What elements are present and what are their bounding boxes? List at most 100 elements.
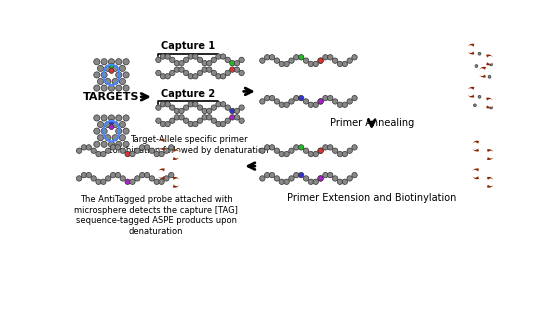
Circle shape — [486, 56, 494, 64]
Circle shape — [109, 85, 114, 91]
Circle shape — [174, 60, 180, 66]
Circle shape — [115, 145, 120, 150]
Circle shape — [160, 102, 166, 107]
Circle shape — [211, 70, 217, 76]
Circle shape — [337, 179, 343, 185]
Circle shape — [197, 105, 203, 110]
Circle shape — [116, 115, 122, 121]
Circle shape — [211, 118, 217, 124]
Circle shape — [342, 179, 348, 185]
Circle shape — [264, 172, 270, 178]
Circle shape — [156, 105, 161, 110]
Circle shape — [318, 99, 323, 104]
Circle shape — [318, 58, 323, 63]
Circle shape — [279, 151, 284, 157]
Circle shape — [179, 60, 184, 66]
Circle shape — [159, 151, 164, 157]
Circle shape — [318, 176, 323, 181]
Circle shape — [284, 151, 290, 157]
Circle shape — [342, 61, 348, 67]
Circle shape — [488, 75, 491, 78]
Circle shape — [308, 102, 314, 108]
Circle shape — [284, 179, 290, 185]
Circle shape — [184, 70, 189, 76]
Circle shape — [323, 95, 328, 101]
Circle shape — [112, 122, 118, 127]
Circle shape — [337, 102, 343, 108]
Circle shape — [120, 148, 125, 153]
Circle shape — [86, 145, 91, 150]
Circle shape — [234, 67, 240, 72]
Circle shape — [156, 57, 161, 62]
Circle shape — [230, 60, 235, 66]
Wedge shape — [172, 177, 180, 188]
Circle shape — [116, 128, 122, 134]
Circle shape — [116, 59, 122, 65]
Circle shape — [97, 78, 104, 85]
Circle shape — [269, 95, 275, 101]
Circle shape — [221, 121, 226, 127]
Circle shape — [202, 60, 207, 66]
Circle shape — [97, 65, 104, 71]
Circle shape — [81, 172, 87, 178]
Circle shape — [105, 78, 111, 85]
Circle shape — [328, 145, 333, 150]
Circle shape — [101, 141, 107, 147]
Wedge shape — [486, 54, 493, 65]
Circle shape — [478, 68, 486, 76]
Circle shape — [239, 57, 244, 62]
Circle shape — [318, 58, 323, 63]
Circle shape — [298, 95, 304, 101]
Circle shape — [279, 102, 284, 108]
Circle shape — [173, 151, 181, 158]
Circle shape — [174, 108, 180, 114]
Circle shape — [109, 63, 114, 68]
Circle shape — [352, 145, 357, 150]
Circle shape — [328, 95, 333, 101]
Circle shape — [174, 115, 180, 120]
Circle shape — [230, 115, 235, 120]
Circle shape — [333, 148, 338, 153]
Circle shape — [105, 176, 111, 181]
Circle shape — [239, 70, 244, 76]
Wedge shape — [158, 139, 165, 150]
Circle shape — [279, 61, 284, 67]
Circle shape — [475, 65, 478, 67]
Circle shape — [342, 102, 348, 108]
Circle shape — [125, 179, 130, 185]
Circle shape — [225, 57, 230, 62]
Circle shape — [119, 78, 125, 85]
Circle shape — [211, 105, 217, 110]
Circle shape — [174, 67, 180, 72]
Circle shape — [211, 57, 217, 62]
Wedge shape — [467, 87, 474, 98]
Circle shape — [289, 176, 294, 181]
Circle shape — [337, 151, 343, 157]
Circle shape — [101, 85, 107, 91]
Wedge shape — [158, 168, 165, 179]
Circle shape — [109, 124, 114, 129]
Circle shape — [234, 108, 240, 114]
Circle shape — [110, 172, 116, 178]
Circle shape — [216, 74, 221, 79]
Circle shape — [352, 95, 357, 101]
Circle shape — [159, 179, 164, 185]
Circle shape — [165, 102, 170, 107]
Circle shape — [304, 148, 309, 153]
Circle shape — [94, 72, 100, 78]
Circle shape — [160, 121, 166, 127]
Circle shape — [216, 121, 221, 127]
Circle shape — [165, 74, 170, 79]
Circle shape — [207, 67, 212, 72]
Circle shape — [139, 172, 145, 178]
Circle shape — [97, 122, 104, 127]
Circle shape — [221, 54, 226, 59]
Circle shape — [179, 108, 184, 114]
Circle shape — [347, 99, 352, 104]
Circle shape — [188, 102, 193, 107]
Circle shape — [230, 108, 235, 114]
Circle shape — [333, 176, 338, 181]
Circle shape — [101, 115, 107, 121]
Circle shape — [164, 148, 169, 153]
Circle shape — [328, 172, 333, 178]
